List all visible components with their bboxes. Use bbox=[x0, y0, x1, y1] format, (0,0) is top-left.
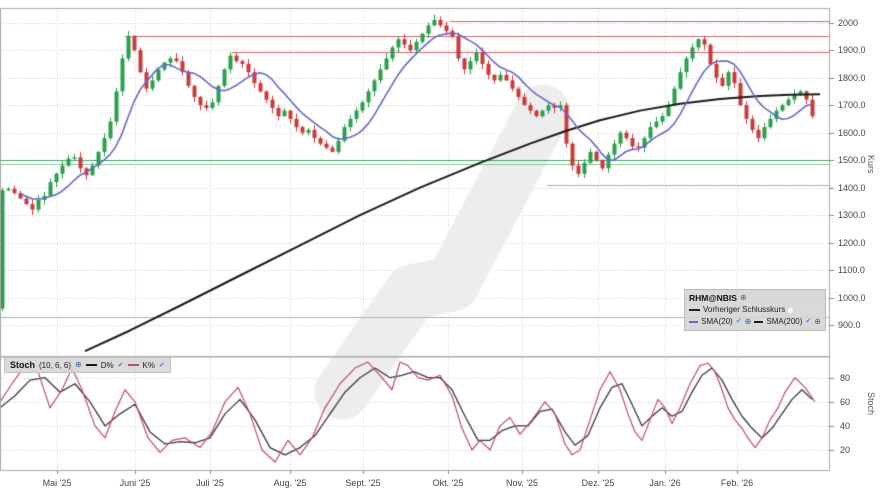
price-tick-label: 1800.0 bbox=[838, 72, 866, 83]
price-axis-title: Kurs bbox=[866, 155, 876, 174]
instrument-globe-icon[interactable]: ⊕ bbox=[739, 293, 747, 303]
stoch-globe-icon[interactable]: ⊕ bbox=[75, 360, 82, 369]
month-tick-label: Jan. '26 bbox=[649, 478, 681, 488]
price-tick-label: 1600.0 bbox=[838, 127, 866, 138]
price-tick-label: 1700.0 bbox=[838, 100, 866, 111]
stoch-d-label: D% bbox=[100, 360, 114, 370]
month-tick-label: Mai '25 bbox=[42, 478, 72, 488]
sma20-label: SMA(20) bbox=[701, 316, 733, 326]
stoch-legend[interactable]: Stoch (10, 6, 6) ⊕ D% ✔ K% ✔ bbox=[4, 357, 171, 373]
instrument-symbol: RHM@NBIS bbox=[689, 293, 737, 303]
prev-close-line-sample bbox=[689, 309, 700, 312]
month-tick-label: Nov. '25 bbox=[505, 478, 539, 488]
stoch-d-check-icon[interactable]: ✔ bbox=[117, 362, 124, 369]
sma200-line-sample bbox=[754, 320, 764, 323]
month-tick-label: Dez. '25 bbox=[581, 478, 615, 488]
price-tick-label: 1900.0 bbox=[838, 45, 866, 56]
price-tick-label: 900.0 bbox=[838, 319, 861, 330]
price-tick-label: 1100.0 bbox=[838, 265, 865, 276]
stoch-tick-label: 60 bbox=[840, 396, 851, 407]
price-tick-label: 1000.0 bbox=[838, 292, 866, 303]
month-tick-label: Sept. '25 bbox=[345, 478, 381, 488]
price-tick-label: 1200.0 bbox=[838, 237, 866, 248]
sma200-check-icon[interactable]: ✔ bbox=[805, 317, 812, 325]
month-tick-label: Feb. '26 bbox=[720, 478, 754, 488]
price-tick-label: 2000 bbox=[838, 17, 859, 28]
stoch-title: Stoch bbox=[10, 360, 36, 370]
price-tick-label: 1500.0 bbox=[838, 155, 866, 166]
sma20-check-icon[interactable]: ✔ bbox=[735, 317, 742, 325]
stoch-tick-label: 20 bbox=[840, 445, 851, 455]
price-tick-label: 1300.0 bbox=[838, 210, 866, 221]
sma20-globe-icon[interactable]: ⊕ bbox=[744, 316, 752, 326]
stoch-params: (10, 6, 6) bbox=[39, 360, 72, 370]
stoch-k-label: K% bbox=[142, 360, 155, 370]
price-tick-label: 1400.0 bbox=[838, 182, 866, 193]
sma20-line-sample bbox=[689, 320, 699, 323]
stoch-d-line-sample bbox=[85, 364, 97, 366]
month-tick-label: Okt. '25 bbox=[432, 478, 464, 488]
stoch-axis-title: Stoch bbox=[866, 392, 876, 416]
sma200-globe-icon[interactable]: ⊕ bbox=[814, 316, 821, 326]
month-tick-label: Aug. '25 bbox=[273, 478, 307, 488]
month-tick-label: Juni '25 bbox=[119, 478, 151, 488]
stoch-k-line-sample bbox=[127, 364, 139, 366]
main-chart-legend[interactable]: RHM@NBIS ⊕ Vorheriger Schlusskurs SMA(20… bbox=[684, 289, 826, 331]
prev-close-label: Vorheriger Schlusskurs bbox=[703, 305, 786, 315]
month-tick-label: Juli '25 bbox=[196, 478, 224, 488]
sma200-label: SMA(200) bbox=[766, 316, 803, 326]
prev-close-dot-icon[interactable] bbox=[788, 307, 794, 313]
stoch-tick-label: 80 bbox=[840, 372, 851, 383]
stoch-k-check-icon[interactable]: ✔ bbox=[158, 362, 165, 369]
stoch-tick-label: 40 bbox=[840, 420, 851, 431]
